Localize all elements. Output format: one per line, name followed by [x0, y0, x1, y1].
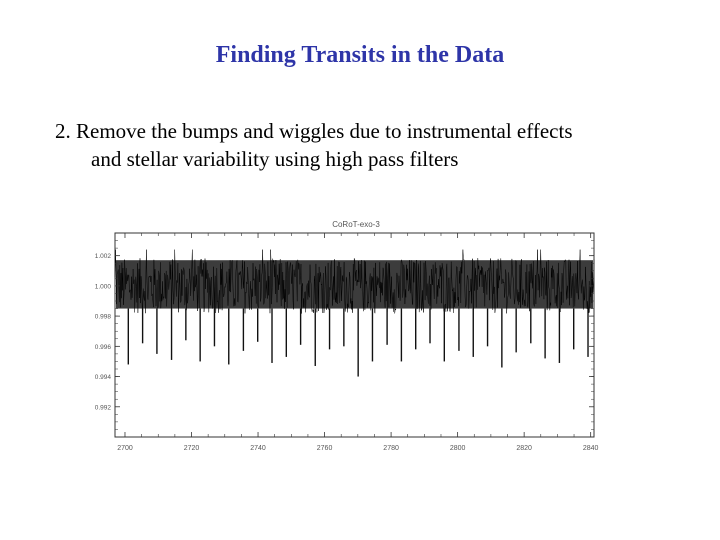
x-tick-label: 2840: [583, 445, 599, 452]
body-line-1: 2. Remove the bumps and wiggles due to i…: [55, 119, 573, 143]
x-tick-label: 2760: [317, 445, 333, 452]
y-tick-label: 0.996: [95, 344, 112, 351]
y-tick-label: 0.994: [95, 374, 112, 381]
slide-title: Finding Transits in the Data: [0, 42, 720, 69]
y-tick-label: 0.992: [95, 404, 112, 411]
x-tick-label: 2800: [450, 445, 466, 452]
slide-body-text: 2. Remove the bumps and wiggles due to i…: [55, 117, 695, 173]
chart-title: CoRoT-exo-3: [332, 220, 380, 229]
y-tick-label: 1.000: [95, 283, 112, 290]
x-tick-label: 2700: [117, 445, 133, 452]
y-tick-label: 0.998: [95, 314, 112, 321]
y-tick-label: 1.002: [95, 253, 112, 260]
light-curve-chart: CoRoT-exo-3 2700 2720 2740 2760 2780 2800 2820…: [85, 212, 610, 457]
plot-area: [115, 250, 594, 377]
x-tick-label: 2780: [383, 445, 399, 452]
body-line-2: and stellar variability using high pass …: [55, 145, 695, 173]
x-tick-label: 2820: [516, 445, 532, 452]
x-tick-label: 2740: [250, 445, 266, 452]
x-tick-label: 2720: [184, 445, 200, 452]
